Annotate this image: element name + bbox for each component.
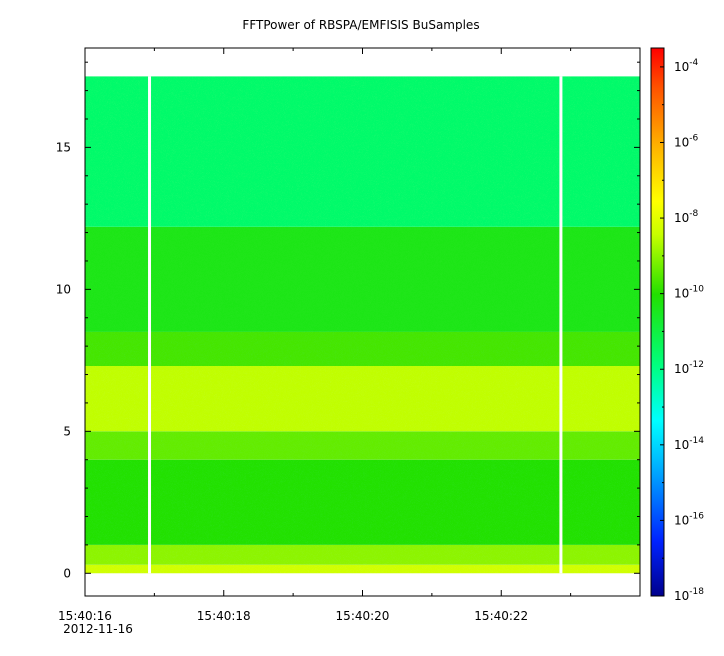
plot-area [84, 47, 641, 597]
data-gap [559, 76, 563, 574]
y-tick-label: 15 [56, 140, 71, 154]
y-tick-label: 5 [63, 424, 71, 438]
x-axis-date-label: 2012-11-16 [63, 622, 133, 636]
colorbar-tick-label: 10-4 [674, 58, 699, 74]
y-tick-label: 0 [63, 566, 71, 580]
spectrogram-band [85, 431, 640, 460]
colorbar-tick-label: 10-10 [674, 285, 704, 301]
spectrogram-band [85, 331, 640, 367]
x-tick-label: 15:40:22 [474, 609, 528, 623]
spectrogram-image [85, 76, 640, 574]
colorbar-tick-label: 10-18 [674, 587, 704, 603]
spectrogram-band [85, 544, 640, 565]
colorbar-tick-label: 10-6 [674, 133, 699, 149]
data-gap [148, 76, 152, 574]
y-axis: 0 5 10 15 [56, 61, 640, 580]
colorbar-tick-label: 10-16 [674, 511, 704, 527]
colorbar: 10-18 10-16 10-14 10-12 10-10 10-8 10-6 10-4 [650, 47, 704, 603]
colorbar-ticks: 10-18 10-16 10-14 10-12 10-10 10-8 10-6 10-4 [660, 58, 704, 603]
spectrogram-band [85, 76, 640, 227]
x-axis: 2012-11-16 15:40:16 15:40:18 15:40:20 15:40… [58, 48, 572, 636]
spectrogram-band [85, 226, 640, 332]
y-tick-label: 10 [56, 282, 71, 296]
chart-title: FFTPower of RBSPA/EMFISIS BuSamples [242, 18, 479, 32]
x-tick-label: 15:40:20 [336, 609, 390, 623]
spectrogram-band [85, 564, 640, 574]
x-tick-label: 15:40:16 [58, 609, 112, 623]
colorbar-gradient [650, 47, 665, 597]
data-gaps [148, 76, 563, 574]
colorbar-tick-label: 10-12 [674, 360, 704, 376]
colorbar-tick-label: 10-14 [674, 436, 704, 452]
spectrogram-band [85, 366, 640, 432]
x-tick-label: 15:40:18 [197, 609, 251, 623]
spectrogram-band [85, 459, 640, 545]
colorbar-tick-label: 10-8 [674, 209, 699, 225]
